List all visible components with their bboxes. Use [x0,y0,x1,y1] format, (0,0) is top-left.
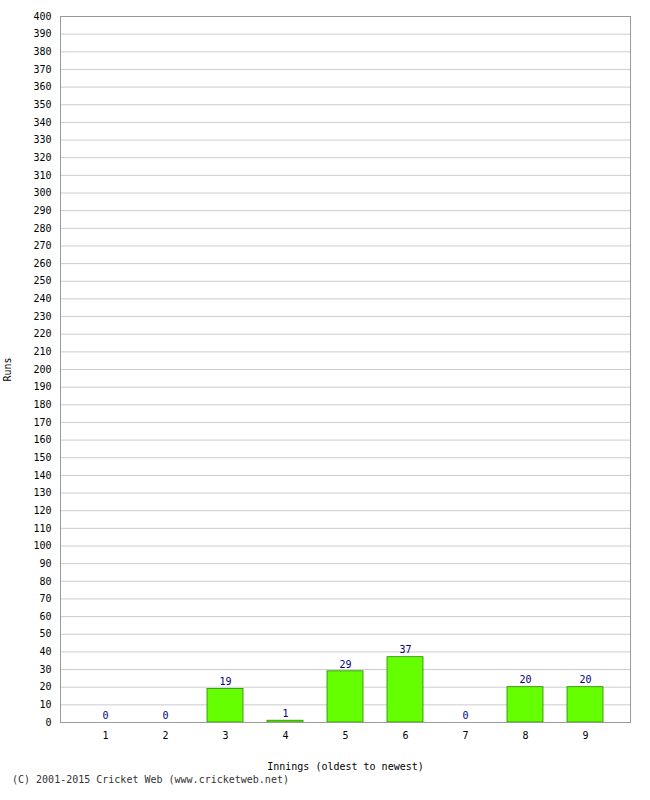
svg-text:200: 200 [33,364,51,375]
svg-text:100: 100 [33,540,51,551]
svg-text:Runs: Runs [2,357,13,381]
html-text:(C) 2001-2015 Cricket Web (www: (C) 2001-2015 Cricket Web (www.cricketwe… [12,774,289,785]
svg-text:260: 260 [33,258,51,269]
svg-text:3: 3 [222,730,228,741]
svg-text:180: 180 [33,399,51,410]
svg-text:40: 40 [39,646,51,657]
svg-text:29: 29 [339,659,351,670]
svg-text:5: 5 [342,730,348,741]
svg-text:380: 380 [33,46,51,57]
svg-text:110: 110 [33,523,51,534]
svg-text:Innings (oldest to newest): Innings (oldest to newest) [267,761,424,772]
svg-text:4: 4 [282,730,288,741]
svg-text:2: 2 [162,730,168,741]
svg-text:170: 170 [33,417,51,428]
svg-text:270: 270 [33,240,51,251]
svg-text:210: 210 [33,346,51,357]
svg-text:50: 50 [39,628,51,639]
svg-text:80: 80 [39,576,51,587]
svg-text:160: 160 [33,434,51,445]
svg-text:310: 310 [33,170,51,181]
svg-text:0: 0 [162,710,168,721]
svg-text:320: 320 [33,152,51,163]
svg-text:390: 390 [33,28,51,39]
svg-text:230: 230 [33,311,51,322]
svg-text:8: 8 [522,730,528,741]
svg-text:130: 130 [33,487,51,498]
svg-text:20: 20 [579,674,591,685]
svg-text:340: 340 [33,117,51,128]
svg-text:90: 90 [39,558,51,569]
svg-text:37: 37 [399,644,411,655]
svg-text:1: 1 [282,708,288,719]
svg-text:0: 0 [462,710,468,721]
svg-text:1: 1 [102,730,108,741]
svg-text:250: 250 [33,275,51,286]
svg-text:70: 70 [39,593,51,604]
svg-text:290: 290 [33,205,51,216]
svg-text:0: 0 [102,710,108,721]
svg-text:370: 370 [33,64,51,75]
svg-text:30: 30 [39,664,51,675]
svg-text:330: 330 [33,134,51,145]
svg-text:300: 300 [33,187,51,198]
svg-text:120: 120 [33,505,51,516]
svg-text:360: 360 [33,81,51,92]
svg-text:60: 60 [39,611,51,622]
svg-text:9: 9 [582,730,588,741]
svg-text:190: 190 [33,381,51,392]
svg-text:19: 19 [219,676,231,687]
svg-text:220: 220 [33,328,51,339]
svg-text:10: 10 [39,699,51,710]
svg-text:0: 0 [45,717,51,728]
svg-text:150: 150 [33,452,51,463]
svg-text:7: 7 [462,730,468,741]
svg-text:6: 6 [402,730,408,741]
svg-text:20: 20 [519,674,531,685]
svg-text:20: 20 [39,681,51,692]
svg-text:400: 400 [33,11,51,22]
svg-text:280: 280 [33,223,51,234]
svg-text:240: 240 [33,293,51,304]
svg-text:350: 350 [33,99,51,110]
svg-text:140: 140 [33,470,51,481]
